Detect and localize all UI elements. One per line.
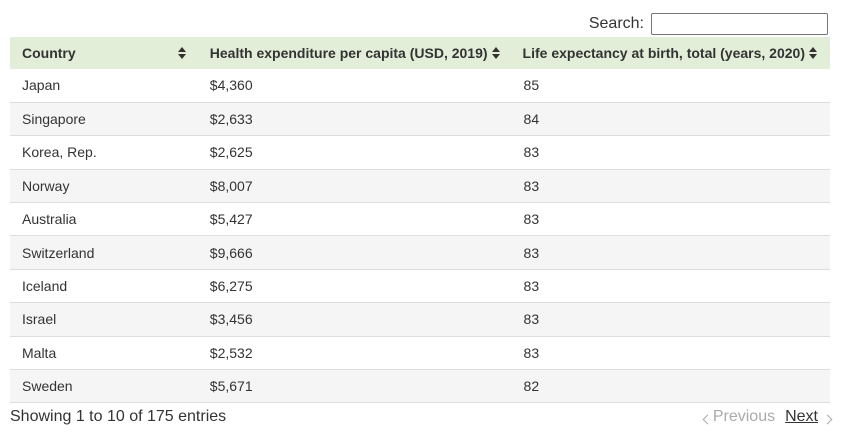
- cell-country: Australia: [22, 211, 77, 228]
- search-input[interactable]: [651, 13, 828, 35]
- previous-button[interactable]: Previous: [702, 408, 775, 426]
- chevron-left-icon: [702, 414, 713, 424]
- cell-life-expectancy: 84: [523, 111, 540, 128]
- cell-country: Japan: [22, 77, 61, 94]
- cell-life-expectancy: 83: [523, 144, 540, 161]
- chevron-right-icon: [822, 414, 833, 424]
- cell-country: Israel: [22, 311, 57, 328]
- search-row: Search:: [589, 13, 828, 35]
- table-row: Switzerland $9,666 83: [10, 235, 830, 270]
- cell-country: Singapore: [22, 111, 86, 128]
- next-button[interactable]: Next: [785, 408, 833, 426]
- column-header-country[interactable]: Country: [10, 37, 199, 69]
- cell-health-expenditure: $6,275: [209, 278, 253, 295]
- cell-life-expectancy: 83: [523, 244, 540, 261]
- cell-life-expectancy: 83: [523, 311, 540, 328]
- cell-health-expenditure: $3,456: [209, 311, 253, 328]
- column-header-label: Country: [22, 45, 76, 61]
- table-row: Japan $4,360 85: [10, 69, 830, 103]
- cell-life-expectancy: 83: [523, 177, 540, 194]
- cell-country: Sweden: [22, 378, 73, 395]
- sort-icon[interactable]: [177, 46, 187, 60]
- table-row: Korea, Rep. $2,625 83: [10, 135, 830, 170]
- table-row: Israel $3,456 83: [10, 302, 830, 337]
- cell-health-expenditure: $8,007: [209, 177, 253, 194]
- column-header-label: Life expectancy at birth, total (years, …: [522, 45, 805, 61]
- cell-health-expenditure: $9,666: [209, 244, 253, 261]
- table-row: Norway $8,007 83: [10, 169, 830, 203]
- cell-health-expenditure: $2,625: [209, 144, 253, 161]
- next-label: Next: [785, 408, 818, 425]
- sort-icon[interactable]: [491, 46, 501, 60]
- cell-life-expectancy: 85: [523, 77, 540, 94]
- data-table: Country Health expenditure per capita (U…: [10, 37, 830, 403]
- table-row: Singapore $2,633 84: [10, 102, 830, 136]
- table-row: Sweden $5,671 82: [10, 369, 830, 403]
- cell-country: Switzerland: [22, 244, 95, 261]
- cell-country: Norway: [22, 177, 70, 194]
- cell-life-expectancy: 83: [523, 211, 540, 228]
- cell-health-expenditure: $4,360: [209, 77, 253, 94]
- cell-country: Iceland: [22, 278, 68, 295]
- cell-life-expectancy: 82: [523, 378, 540, 395]
- search-label: Search:: [588, 15, 644, 32]
- sort-icon[interactable]: [809, 46, 818, 60]
- table-row: Malta $2,532 83: [10, 336, 830, 370]
- table-info: Showing 1 to 10 of 175 entries: [10, 408, 227, 425]
- cell-health-expenditure: $5,427: [209, 211, 253, 228]
- cell-country: Malta: [22, 344, 57, 361]
- cell-life-expectancy: 83: [523, 278, 540, 295]
- pagination: Previous Next: [702, 408, 833, 426]
- cell-life-expectancy: 83: [523, 344, 540, 361]
- column-header-life-expectancy[interactable]: Life expectancy at birth, total (years, …: [513, 37, 830, 69]
- cell-health-expenditure: $5,671: [209, 378, 253, 395]
- table-header-row: Country Health expenditure per capita (U…: [10, 37, 830, 69]
- column-header-label: Health expenditure per capita (USD, 2019…: [209, 45, 488, 61]
- cell-country: Korea, Rep.: [22, 144, 97, 161]
- previous-label: Previous: [712, 408, 776, 425]
- table-body: Japan $4,360 85 Singapore $2,633 84 Kore…: [10, 69, 830, 403]
- cell-health-expenditure: $2,633: [209, 111, 253, 128]
- cell-health-expenditure: $2,532: [209, 344, 253, 361]
- table-row: Iceland $6,275 83: [10, 269, 830, 303]
- column-header-health-expenditure[interactable]: Health expenditure per capita (USD, 2019…: [199, 37, 513, 69]
- table-row: Australia $5,427 83: [10, 202, 830, 236]
